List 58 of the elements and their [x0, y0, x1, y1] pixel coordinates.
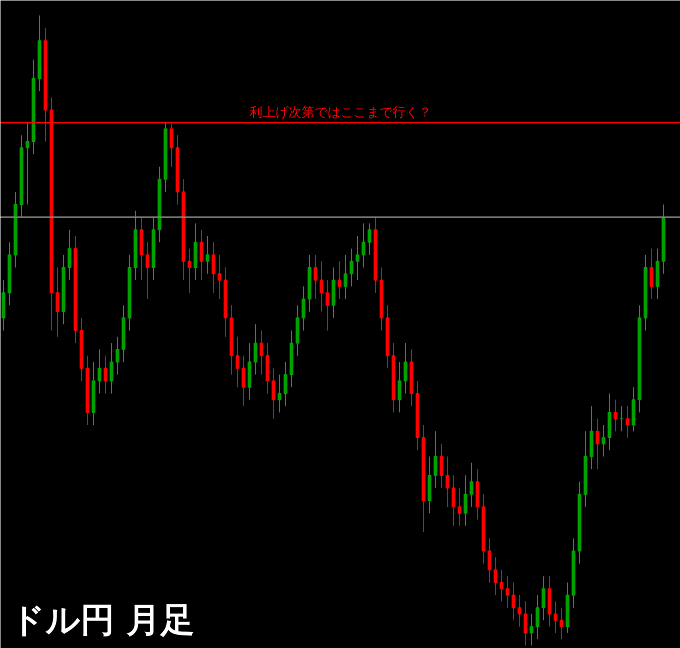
candlestick	[452, 474, 456, 526]
candlestick	[98, 348, 102, 394]
candlestick	[362, 222, 366, 268]
candlestick	[278, 374, 282, 413]
candlestick	[68, 229, 72, 281]
candlestick	[542, 576, 546, 621]
candlestick	[200, 229, 204, 281]
candlestick	[446, 456, 450, 508]
candlestick	[344, 254, 348, 300]
candlestick	[488, 538, 492, 583]
candlestick	[272, 368, 276, 420]
candlestick	[212, 242, 216, 294]
candlestick	[458, 488, 462, 526]
candlestick	[494, 556, 498, 596]
candlestick	[530, 614, 534, 646]
candlestick	[236, 336, 240, 388]
candlestick	[560, 607, 564, 640]
candlestick	[500, 569, 504, 602]
candlestick	[434, 430, 438, 488]
candlestick	[284, 362, 288, 407]
candlestick	[440, 443, 444, 488]
candlestick	[56, 267, 60, 338]
candlestick	[206, 236, 210, 274]
candlestick	[536, 594, 540, 640]
candlestick	[512, 582, 516, 621]
candlestick	[464, 474, 468, 526]
candlestick	[626, 406, 630, 438]
candlestick	[518, 594, 522, 628]
candlestick	[506, 576, 510, 608]
text: ドル円 月足	[10, 600, 194, 640]
candlestick	[146, 242, 150, 300]
candlestick	[350, 248, 354, 287]
candlestick	[356, 236, 360, 281]
candlestick	[116, 336, 120, 376]
candlestick	[104, 355, 108, 394]
candlestick	[254, 324, 258, 376]
candlestick	[368, 222, 372, 256]
candlestick	[596, 418, 600, 470]
candlestick	[218, 254, 222, 300]
candlestick	[398, 362, 402, 413]
candlestick	[188, 248, 192, 294]
candlestick	[110, 342, 114, 394]
candlestick	[650, 248, 654, 300]
candlestick	[338, 260, 342, 300]
candlestick	[320, 260, 324, 312]
candlestick	[470, 462, 474, 508]
candlestick	[302, 286, 306, 331]
candlestick	[314, 254, 318, 300]
candlestick	[326, 280, 330, 331]
candlestick	[524, 600, 528, 646]
candlestick	[404, 342, 408, 394]
ref-line-label: 利上げ次第ではここまで行く？	[250, 106, 432, 121]
candlestick	[26, 122, 30, 205]
candlestick	[602, 424, 606, 457]
candlestick	[260, 330, 264, 376]
candlestick	[614, 399, 618, 432]
candlestick	[554, 600, 558, 634]
candlestick	[242, 355, 246, 407]
